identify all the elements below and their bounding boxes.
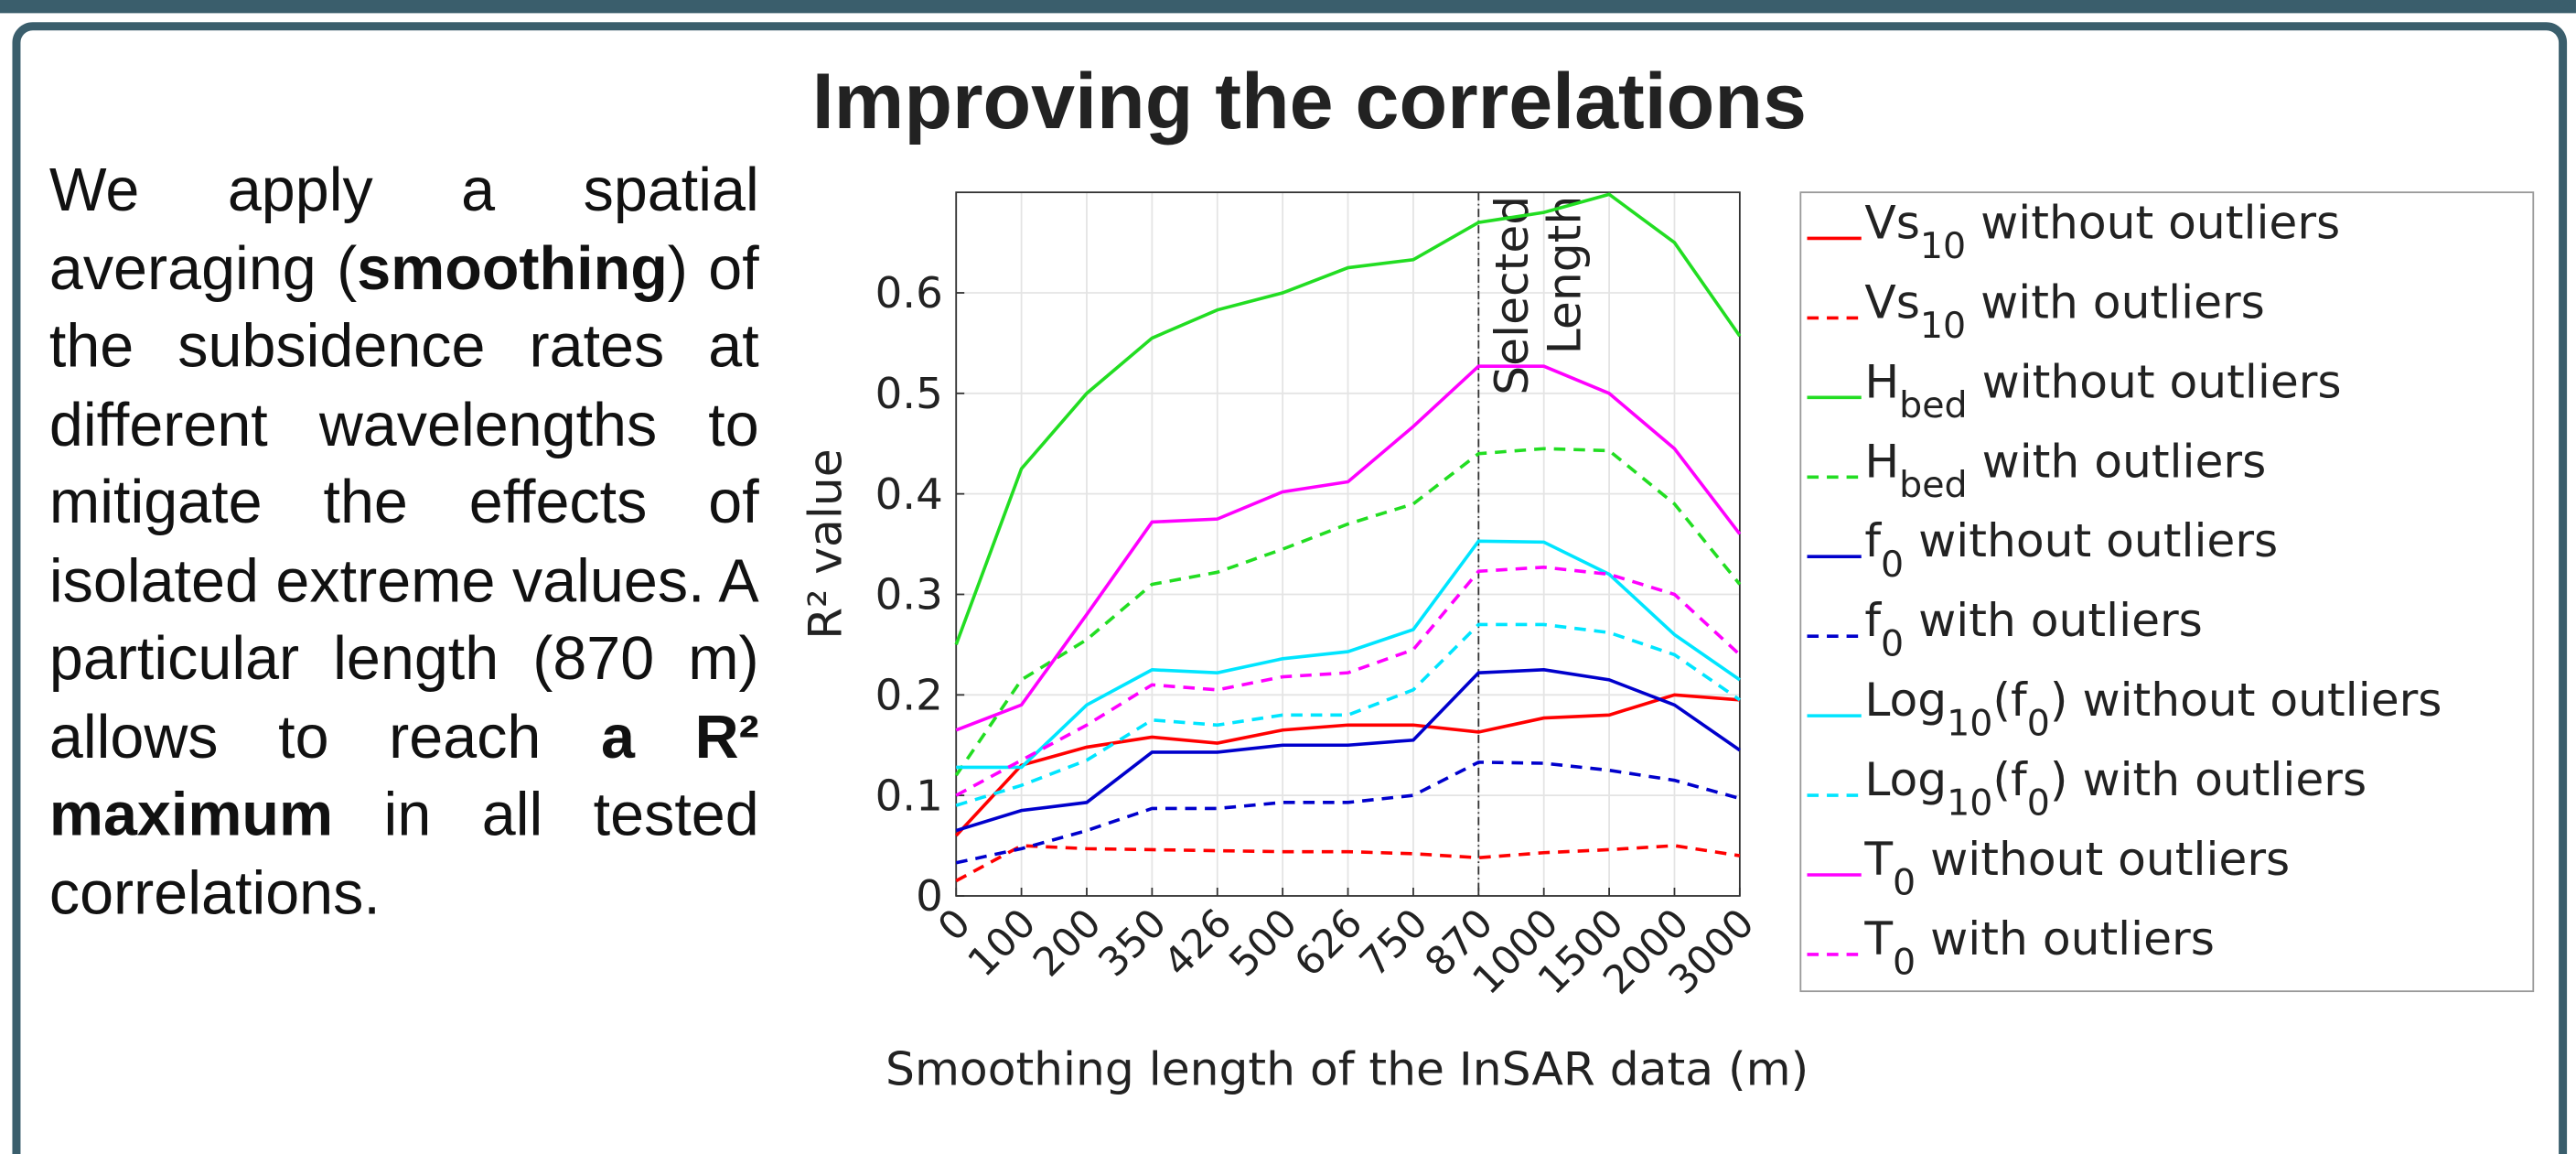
legend-run: T (1863, 832, 1893, 886)
legend-entry: T0 without outliers (1863, 832, 2290, 904)
x-tick-label: 626 (1286, 901, 1372, 987)
selected-label: Length (1538, 196, 1592, 354)
paragraph-run: in all tested correlations. (48, 781, 759, 927)
x-tick-label: 500 (1220, 901, 1306, 987)
paragraph-run: smoothing (357, 233, 668, 302)
legend-run: with outliers (1966, 275, 2265, 329)
series-line (955, 566, 1742, 797)
series-line (955, 668, 1741, 833)
legend-run: without outliers (1968, 354, 2342, 408)
legend-run: 10 (1947, 782, 1992, 825)
legend-run: 10 (1947, 703, 1992, 745)
legend-entry: Log10(f0) without outliers (1864, 673, 2442, 745)
y-tick-label: 0.6 (875, 269, 943, 318)
paragraph: We apply a spatial averaging (smoothing)… (49, 151, 759, 932)
legend-run: (f (1992, 673, 2028, 727)
axes-box (955, 191, 1741, 897)
legend-run: 0 (1893, 941, 1916, 983)
x-tick-label: 100 (960, 901, 1046, 987)
legend-run: f (1864, 513, 1882, 567)
legend-run: with outliers (1904, 593, 2203, 647)
panel-border (12, 22, 2568, 1154)
legend-run: Vs (1864, 275, 1920, 329)
legend-run: Log (1864, 673, 1947, 727)
legend-run: ) without outliers (2050, 673, 2442, 727)
legend-run: without outliers (1966, 195, 2340, 249)
legend-run: with outliers (1916, 911, 2215, 965)
legend-run: 0 (2027, 782, 2050, 825)
x-tick-label: 750 (1351, 901, 1437, 987)
legend-run: Log (1864, 752, 1947, 806)
legend-run: 10 (1920, 225, 1966, 267)
y-tick-label: 0.2 (875, 671, 943, 720)
legend-run: ) with outliers (2050, 752, 2367, 806)
legend-run: T (1863, 911, 1893, 965)
legend-run: bed (1899, 384, 1967, 426)
series-line (954, 447, 1742, 777)
series-line (955, 844, 1741, 883)
top-bar (0, 0, 2576, 14)
x-axis-label: Smoothing length of the InSAR data (m) (886, 1042, 1809, 1096)
legend-run: 0 (1881, 623, 1904, 665)
paragraph-run: ) of the subsidence rates at different w… (48, 233, 759, 771)
legend-run: 0 (1881, 544, 1904, 586)
legend-entry: Hbed without outliers (1864, 354, 2341, 426)
y-tick-label: 0.1 (875, 771, 943, 821)
legend-entry: Vs10 without outliers (1864, 195, 2340, 267)
legend-entry: f0 with outliers (1864, 593, 2203, 665)
legend-run: (f (1992, 752, 2028, 806)
series-line (955, 760, 1741, 865)
series-line (954, 192, 1742, 646)
x-tick-label: 350 (1090, 901, 1176, 987)
x-tick-label: 426 (1155, 901, 1241, 987)
series-line (955, 622, 1741, 807)
series-line (956, 539, 1741, 770)
legend-box (1799, 191, 2535, 993)
legend-run: 0 (2027, 703, 2050, 745)
legend-run: with outliers (1968, 434, 2267, 488)
legend-entry: T0 with outliers (1863, 911, 2215, 984)
legend-run: 10 (1920, 305, 1966, 347)
legend-run: without outliers (1916, 832, 2290, 886)
legend-run: without outliers (1904, 513, 2278, 567)
legend-run: H (1864, 434, 1899, 488)
legend-run: Vs (1864, 195, 1920, 249)
y-tick-label: 0.5 (875, 370, 943, 419)
series-line (955, 364, 1742, 732)
legend-run: f (1864, 593, 1882, 647)
legend-entry: f0 without outliers (1864, 513, 2278, 586)
selected-label: Selected (1485, 196, 1539, 395)
paragraph-run: a R² maximum (48, 702, 759, 848)
legend-run: bed (1899, 464, 1967, 506)
series-line (954, 693, 1740, 837)
paragraph-run: We apply a spatial averaging ( (48, 156, 759, 302)
y-axis-label: R² value (799, 448, 853, 639)
y-tick-label: 0 (916, 872, 943, 922)
legend-run: H (1864, 354, 1899, 408)
legend-entry: Vs10 with outliers (1864, 275, 2265, 347)
x-tick-label: 200 (1025, 901, 1111, 987)
legend-entry: Log10(f0) with outliers (1864, 752, 2367, 825)
legend-entry: Hbed with outliers (1864, 434, 2266, 506)
y-tick-label: 0.3 (875, 571, 943, 620)
title: Improving the correlations (812, 58, 1807, 146)
legend-run: 0 (1893, 862, 1916, 904)
y-tick-label: 0.4 (875, 470, 943, 520)
